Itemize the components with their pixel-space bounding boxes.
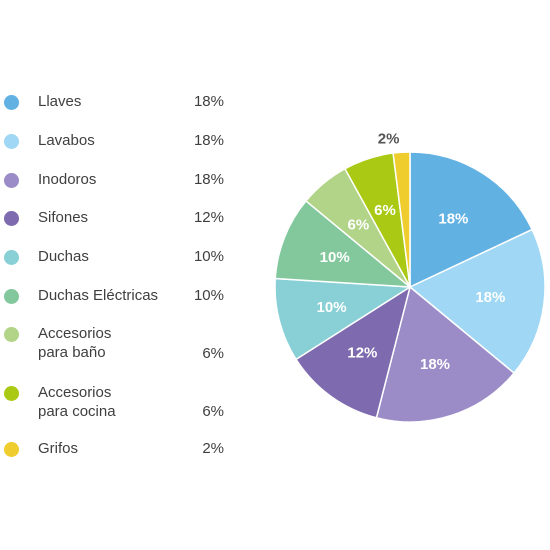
legend-label: Inodoros [38, 171, 97, 188]
slice-label-grifos: 2% [378, 130, 400, 147]
legend-swatch [4, 95, 19, 110]
slice-label-lavabos: 18% [475, 289, 505, 306]
legend-swatch [4, 211, 19, 226]
legend-swatch [4, 289, 19, 304]
legend-label: Duchas Eléctricas [38, 287, 159, 304]
legend-swatch [4, 327, 19, 342]
chart-legend: Llaves 18% Lavabos 18% Inodoros 18% Sifo… [0, 0, 240, 550]
legend-swatch [4, 173, 19, 188]
legend-value: 2% [202, 440, 224, 457]
slice-label-accesorios-bano: 6% [348, 217, 370, 234]
legend-value: 6% [202, 345, 224, 362]
legend-label: Accesorios para cocina [38, 384, 116, 420]
pie-slice-grifos [392, 151, 411, 288]
legend-value: 18% [193, 93, 224, 110]
pie-slice-sifones [294, 285, 412, 419]
slice-label-llaves: 18% [438, 211, 468, 228]
legend-value: 10% [193, 248, 224, 265]
legend-label: Sifones [38, 209, 89, 226]
legend-value: 10% [193, 287, 224, 304]
legend-value: 18% [193, 171, 224, 188]
legend-label: Duchas [38, 248, 89, 265]
legend-swatch [4, 386, 19, 401]
pie-slice-lavabos [408, 228, 546, 375]
slice-label-inodoros: 18% [420, 356, 450, 373]
slice-label-sifones: 12% [347, 345, 377, 362]
slice-label-duchas: 10% [317, 299, 347, 316]
legend-swatch [4, 134, 19, 149]
legend-label: Llaves [38, 93, 82, 110]
pie-slice-duchas [274, 277, 413, 361]
pie-slice-duchas-electricas [274, 199, 413, 288]
legend-swatch [4, 442, 19, 457]
legend-label: Accesorios para baño [38, 325, 112, 361]
pie-slice-llaves [409, 151, 534, 289]
legend-value: 18% [193, 132, 224, 149]
slice-label-duchas-electricas: 10% [320, 249, 350, 266]
legend-label: Grifos [38, 440, 79, 457]
legend-swatch [4, 250, 19, 265]
legend-label: Lavabos [38, 132, 95, 149]
slice-label-accesorios-cocina: 6% [374, 202, 396, 219]
legend-value: 6% [202, 403, 224, 420]
pie-slice-inodoros [375, 285, 516, 423]
legend-value: 12% [193, 209, 224, 226]
